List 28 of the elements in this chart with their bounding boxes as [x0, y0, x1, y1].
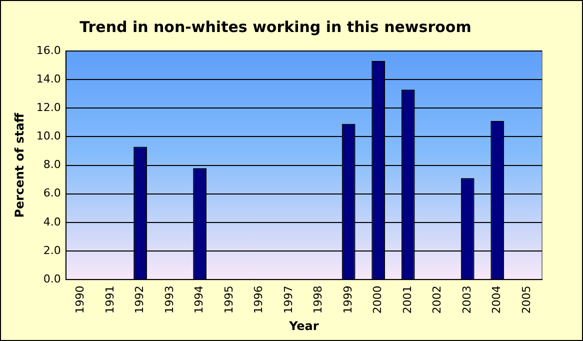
x-tick-label: 1996 — [252, 286, 266, 314]
x-tick-label: 2004 — [490, 286, 504, 314]
y-tick-label: 4.0 — [43, 215, 61, 228]
x-tick-label: 1991 — [103, 286, 116, 314]
y-tick-label: 16.0 — [36, 44, 61, 57]
x-tick-label: 1997 — [282, 286, 295, 314]
x-tick-label: 2001 — [400, 286, 414, 314]
y-tick-label: 10.0 — [36, 130, 61, 143]
y-tick-label: 2.0 — [43, 244, 61, 257]
x-tick-label: 1999 — [341, 286, 354, 314]
x-tick-label: 2000 — [371, 286, 384, 314]
x-tick-label: 1993 — [162, 286, 176, 314]
y-axis-title: Percent of staff — [12, 112, 26, 218]
x-tick-label: 1995 — [222, 286, 236, 314]
y-tick-label: 12.0 — [36, 101, 61, 114]
y-tick-label: 14.0 — [36, 72, 61, 86]
y-tick-label: 0.0 — [43, 272, 61, 286]
y-tick-label: 8.0 — [43, 158, 61, 172]
x-tick-label: 2005 — [520, 286, 533, 314]
x-tick-label: 1990 — [74, 286, 87, 314]
x-tick-label: 2003 — [460, 286, 474, 314]
x-axis-title: Year — [288, 318, 319, 333]
x-tick-label: 2002 — [430, 286, 444, 314]
y-tick-label: 6.0 — [43, 186, 61, 200]
chart-title: Trend in non-whites working in this newsroom — [80, 18, 472, 36]
x-tick-label: 1994 — [192, 286, 206, 314]
x-tick-label: 1998 — [312, 286, 325, 314]
x-tick-label: 1992 — [133, 286, 146, 314]
